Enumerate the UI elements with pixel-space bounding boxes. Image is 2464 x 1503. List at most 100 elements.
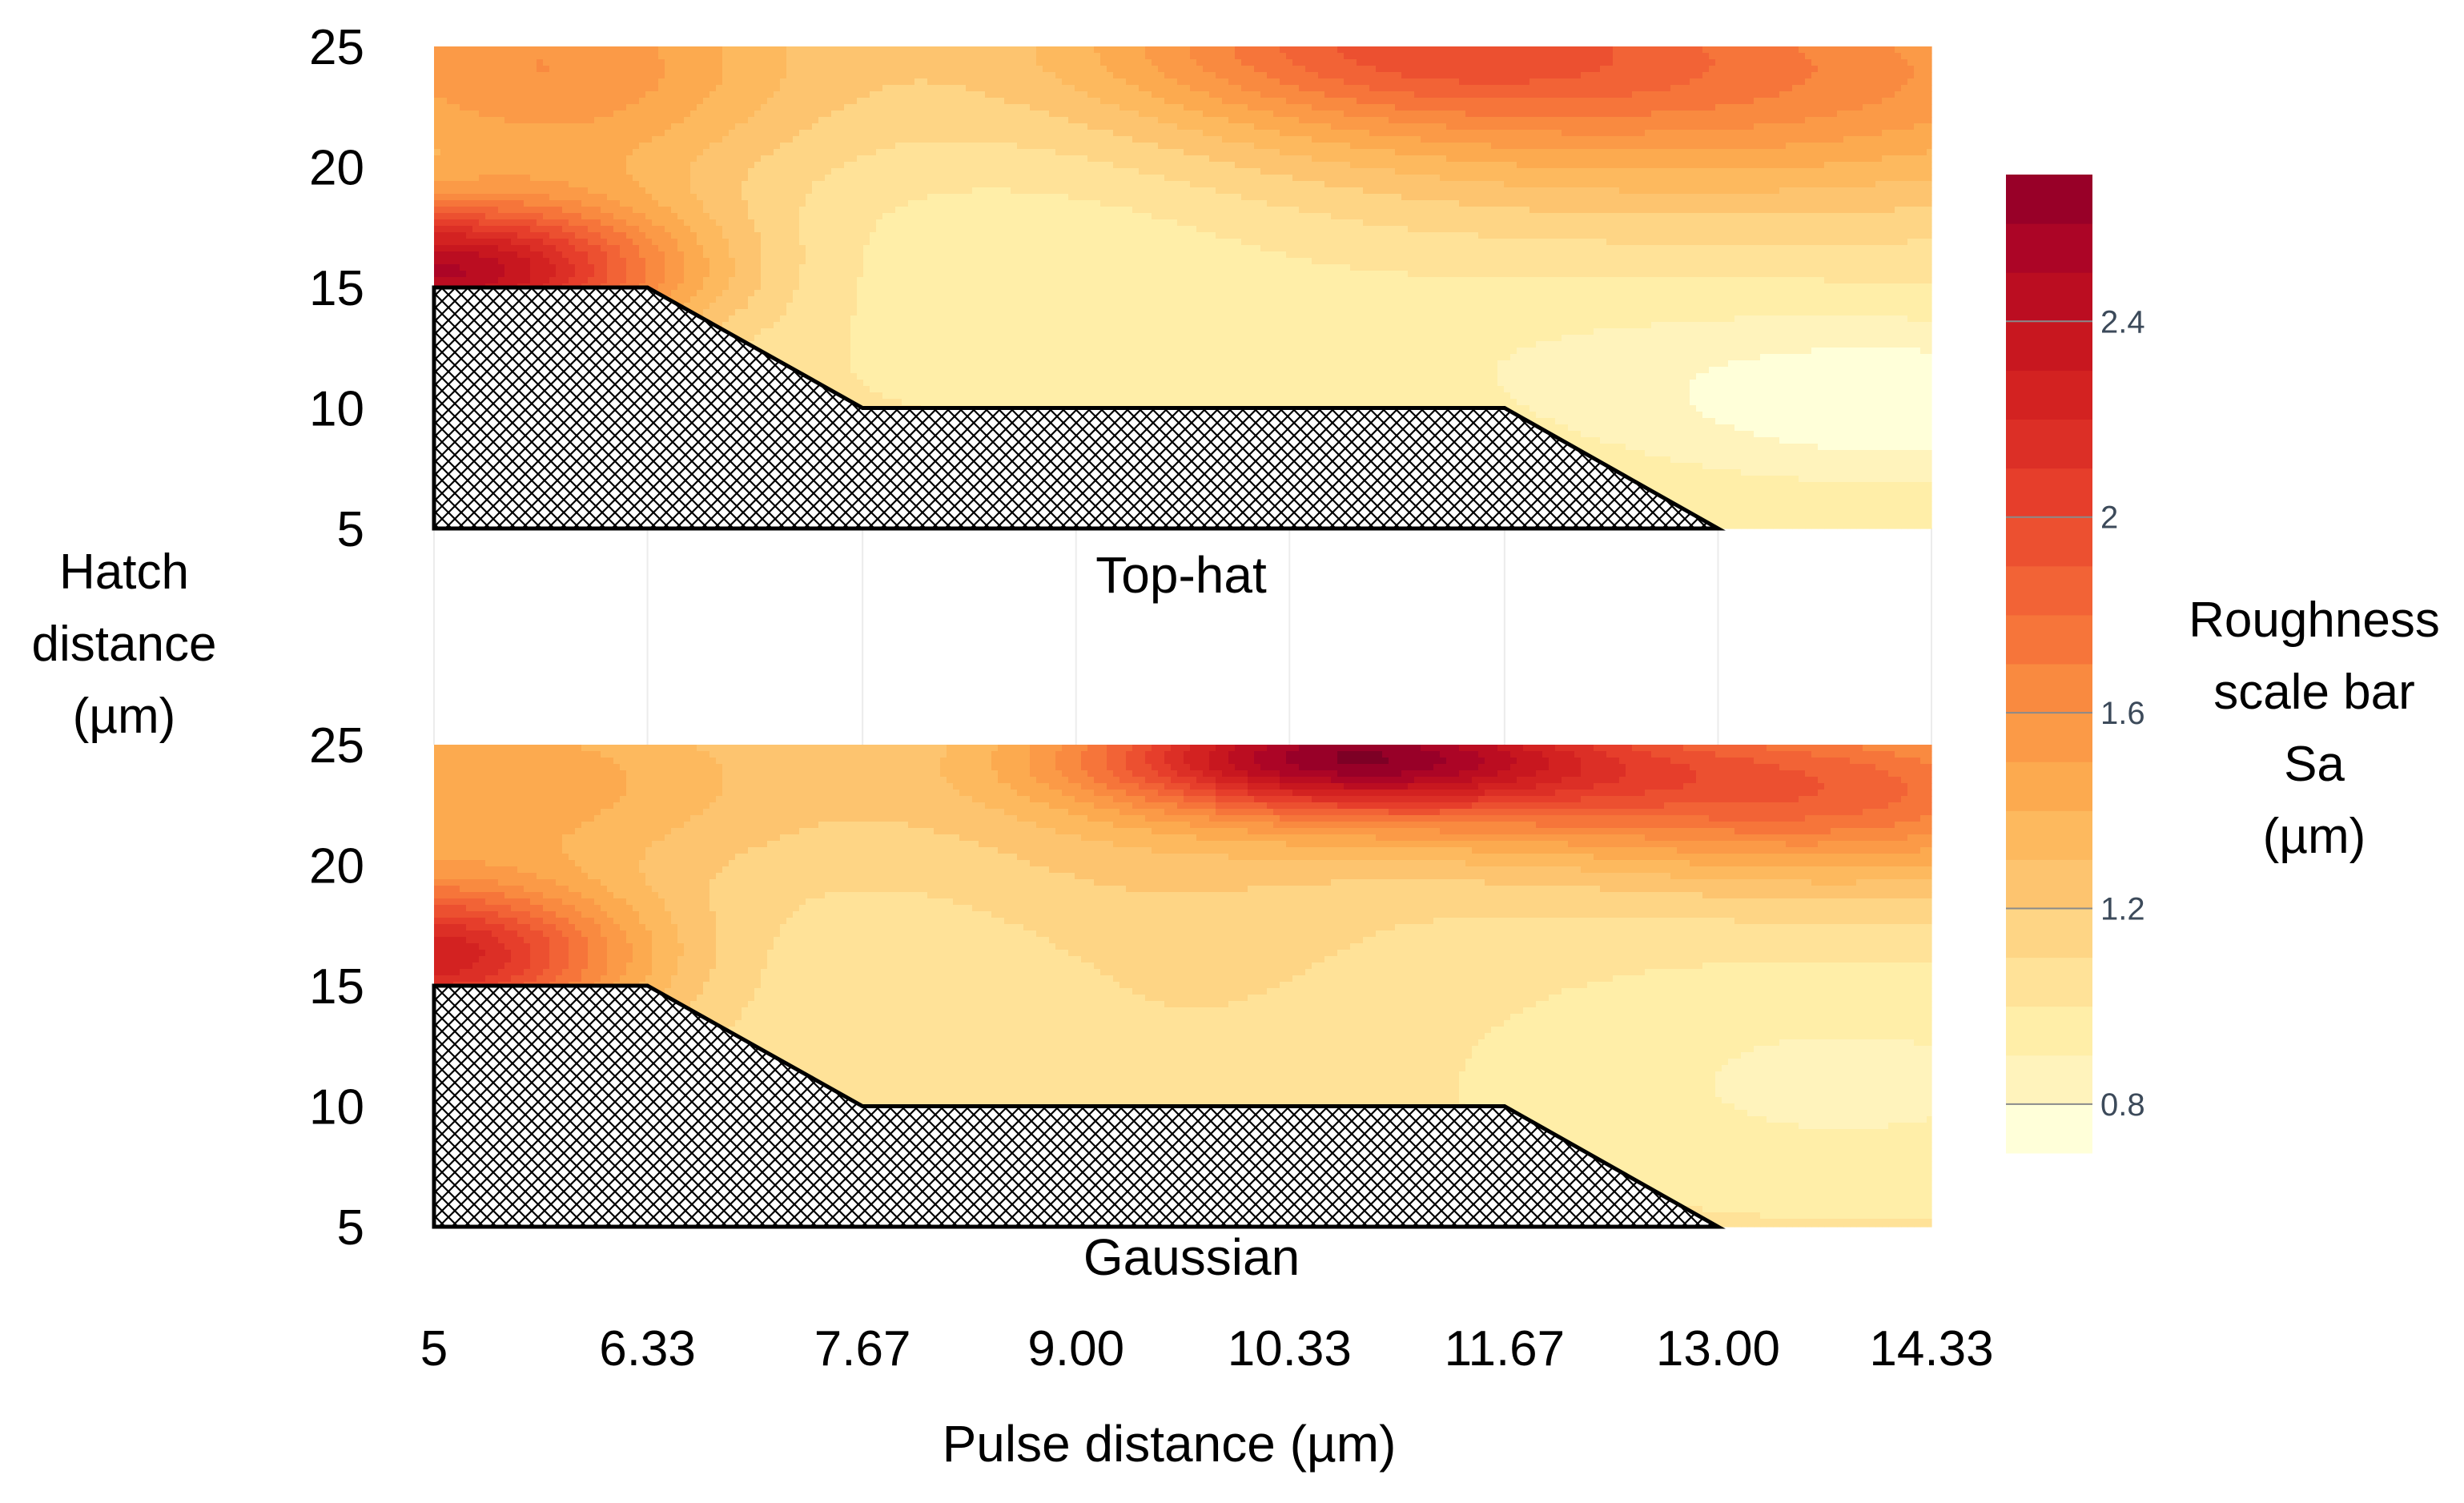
contour-cell (940, 59, 947, 66)
contour-cell (818, 53, 826, 60)
contour-cell (761, 53, 768, 60)
contour-cell (979, 53, 986, 60)
contour-cell (754, 59, 762, 66)
contour-cell (1568, 53, 1575, 60)
contour-cell (543, 59, 550, 66)
contour-cell (1747, 46, 1755, 54)
contour-cell (1267, 59, 1274, 66)
contour-cell (601, 46, 608, 54)
contour-cell (1087, 46, 1095, 54)
contour-cell (1536, 53, 1543, 60)
contour-cell (914, 53, 922, 60)
contour-cell (1209, 46, 1216, 54)
contour-cell (1011, 59, 1018, 66)
contour-cell (1427, 59, 1434, 66)
contour-cell (1062, 53, 1069, 60)
contour-cell (1837, 46, 1844, 54)
contour-cell (1677, 46, 1684, 54)
contour-cell (453, 46, 460, 54)
contour-cell (1517, 53, 1524, 60)
contour-cell (1164, 59, 1172, 66)
contour-cell (1004, 59, 1011, 66)
contour-cell (1094, 46, 1101, 54)
contour-cell (1280, 59, 1287, 66)
contour-cell (959, 59, 967, 66)
contour-cell (1216, 46, 1223, 54)
contour-cell (806, 46, 813, 54)
contour-cell (633, 59, 640, 66)
contour-cell (1690, 53, 1697, 60)
contour-cell (466, 53, 473, 60)
contour-cell (1357, 46, 1364, 54)
contour-cell (889, 59, 896, 66)
contour-cell (1177, 53, 1184, 60)
contour-cell (793, 53, 800, 60)
contour-cell (1280, 46, 1287, 54)
contour-cell (677, 46, 685, 54)
contour-cell (639, 59, 646, 66)
contour-cell (1043, 53, 1050, 60)
contour-cell (1196, 59, 1204, 66)
contour-cell (504, 53, 512, 60)
contour-cell (1030, 59, 1037, 66)
contour-cell (1235, 59, 1242, 66)
contour-cell (1273, 53, 1280, 60)
contour-cell (754, 53, 762, 60)
contour-cell (1811, 53, 1819, 60)
contour-cell (1574, 46, 1582, 54)
contour-cell (1562, 46, 1569, 54)
contour-cell (1542, 46, 1550, 54)
contour-cell (1324, 53, 1332, 60)
contour-cell (1094, 53, 1101, 60)
contour-cell (1626, 46, 1633, 54)
contour-cell (492, 59, 499, 66)
contour-cell (1421, 59, 1428, 66)
contour-cell (594, 46, 601, 54)
contour-cell (748, 46, 755, 54)
contour-cell (1818, 46, 1825, 54)
contour-cell (716, 46, 723, 54)
contour-cell (1228, 59, 1236, 66)
contour-cell (633, 53, 640, 60)
contour-cell (1369, 59, 1377, 66)
contour-cell (1549, 53, 1556, 60)
contour-cell (665, 46, 672, 54)
contour-cell (1485, 53, 1492, 60)
contour-cell (1658, 46, 1665, 54)
contour-cell (895, 59, 902, 66)
contour-cell (1023, 46, 1031, 54)
contour-cell (1113, 59, 1120, 66)
contour-cell (786, 59, 794, 66)
contour-cell (1260, 53, 1268, 60)
contour-cell (1491, 53, 1498, 60)
contour-cell (1119, 53, 1127, 60)
contour-cell (1209, 59, 1216, 66)
contour-cell (1196, 46, 1204, 54)
contour-cell (1702, 53, 1710, 60)
contour-cell (1177, 59, 1184, 66)
contour-cell (908, 53, 915, 60)
contour-cell (1587, 53, 1594, 60)
contour-cell (1267, 53, 1274, 60)
contour-cell (1767, 53, 1774, 60)
contour-cell (729, 46, 736, 54)
contour-cell (1824, 53, 1831, 60)
contour-cell (1068, 59, 1075, 66)
contour-cell (1786, 53, 1793, 60)
contour-cell (504, 46, 512, 54)
contour-cell (985, 46, 992, 54)
contour-cell (857, 46, 864, 54)
contour-cell (492, 53, 499, 60)
contour-cell (780, 53, 787, 60)
contour-cell (850, 46, 858, 54)
contour-cell (1292, 59, 1300, 66)
contour-cell (780, 46, 787, 54)
contour-cell (1722, 46, 1729, 54)
contour-cell (703, 46, 710, 54)
contour-cell (697, 53, 704, 60)
contour-cell (1587, 46, 1594, 54)
contour-cell (1113, 46, 1120, 54)
contour-cell (1485, 46, 1492, 54)
contour-cell (1389, 59, 1396, 66)
contour-cell (588, 46, 595, 54)
